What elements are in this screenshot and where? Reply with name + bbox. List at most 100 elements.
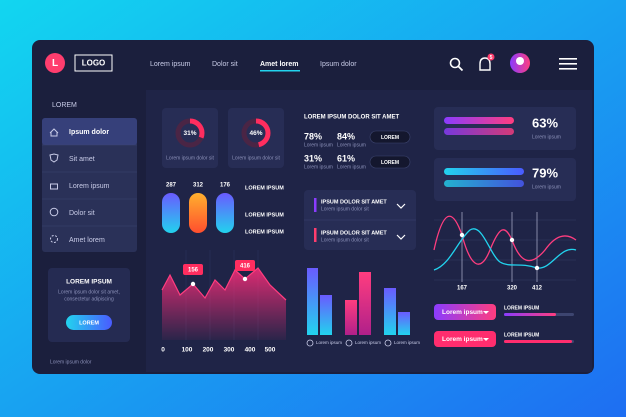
column-icon xyxy=(345,339,353,347)
stat-value: 31% xyxy=(304,153,322,163)
stat-label: Lorem ipsum xyxy=(337,164,366,170)
nav-link[interactable]: Lorem ipsum xyxy=(150,61,191,68)
menu-item[interactable]: Lorem ipsum xyxy=(69,183,110,190)
mini-bar xyxy=(504,340,572,343)
stat-label: Lorem ipsum xyxy=(304,142,333,148)
x-tick-label: 167 xyxy=(457,286,468,292)
donut-label: Lorem ipsum dolor sit xyxy=(166,155,214,161)
dropdown-button[interactable] xyxy=(434,304,496,320)
callout xyxy=(235,260,255,271)
avatar-head xyxy=(516,57,524,65)
chevron[interactable] xyxy=(396,234,406,240)
chart-line xyxy=(433,215,577,265)
stat-button[interactable] xyxy=(369,155,411,169)
stat-value: 61% xyxy=(337,153,355,163)
chart-line xyxy=(433,228,577,271)
menu-line xyxy=(559,58,577,60)
stat-label: Lorem ipsum xyxy=(304,164,333,170)
notification-count: 5 xyxy=(490,55,493,61)
donut-label: Lorem ipsum dolor sit xyxy=(232,155,280,161)
list-subtitle: Lorem ipsum dolor sit xyxy=(321,237,369,243)
list-title: IPSUM DOLOR SIT AMET xyxy=(321,230,387,236)
stat-value: 84% xyxy=(337,131,355,141)
promo-button-text: LOREM xyxy=(79,320,99,326)
dropdown-label: LOREM IPSUM xyxy=(504,332,539,338)
capsule-bar xyxy=(162,193,180,233)
column-icon xyxy=(306,339,314,347)
home-icon xyxy=(49,128,59,137)
capsule-bar xyxy=(216,193,234,233)
chart-point xyxy=(534,265,540,271)
bar-label: 176 xyxy=(220,183,231,189)
list-marker xyxy=(314,228,317,242)
progress-value: 79% xyxy=(532,165,558,180)
list-marker xyxy=(314,198,317,212)
callout-text: 416 xyxy=(240,264,251,270)
menu-item[interactable]: Sit amet xyxy=(69,156,95,163)
donut-arc xyxy=(175,118,205,148)
column-icon xyxy=(384,339,392,347)
logo-box xyxy=(74,54,113,72)
stat-button-text: LOREM xyxy=(381,135,399,141)
area-point xyxy=(190,281,196,287)
stat-label: Lorem ipsum xyxy=(337,142,366,148)
menu-icon[interactable] xyxy=(559,58,577,70)
progress-value: 63% xyxy=(532,115,558,130)
donut-arc xyxy=(241,118,271,148)
nav-link[interactable]: Dolor sit xyxy=(212,61,238,68)
column-label: Lorem ipsum xyxy=(394,340,420,345)
sidebar-footer: Lorem ipsum dolor xyxy=(50,359,92,365)
promo-button[interactable] xyxy=(66,315,112,330)
capsule-bar xyxy=(189,193,207,233)
progress-bar xyxy=(444,128,514,135)
bar-legend: LOREM IPSUM xyxy=(245,229,284,235)
coin-icon xyxy=(49,207,59,217)
menu-line xyxy=(559,68,577,70)
menu-item[interactable]: Amet lorem xyxy=(69,237,105,244)
bell-badge xyxy=(487,53,495,61)
dropdown-arrow xyxy=(483,338,489,341)
search-icon[interactable] xyxy=(449,57,464,72)
column-label: Lorem ipsum xyxy=(316,340,342,345)
dropdown-text: Lorem ipsum xyxy=(442,309,483,316)
x-tick-label: 320 xyxy=(507,286,518,292)
column xyxy=(307,268,318,335)
bell-icon[interactable] xyxy=(479,53,495,71)
nav-link[interactable]: Ipsum dolor xyxy=(320,61,357,68)
dropdown-arrow xyxy=(483,311,489,314)
callout-text: 156 xyxy=(188,268,199,274)
x-tick-label: 412 xyxy=(532,286,543,292)
promo-title: LOREM IPSUM xyxy=(66,279,112,286)
progress-bar xyxy=(444,180,524,187)
x-tick-label: 200 xyxy=(203,347,214,354)
column xyxy=(359,272,371,335)
x-tick-label: 400 xyxy=(245,347,256,354)
nav-underline xyxy=(260,70,300,72)
list-subtitle: Lorem ipsum dolor sit xyxy=(321,206,369,212)
x-tick-label: 500 xyxy=(265,347,276,354)
progress-label: Lorem ipsum xyxy=(532,184,561,190)
sidebar-heading: LOREM xyxy=(52,102,77,109)
logo-badge xyxy=(45,53,65,73)
column xyxy=(345,300,357,335)
logo-text: LOGO xyxy=(82,59,106,68)
donut-value: 46% xyxy=(249,130,262,137)
shield-icon xyxy=(49,153,59,163)
dropdown-label: LOREM IPSUM xyxy=(504,305,539,311)
bar-label: 312 xyxy=(193,183,204,189)
chevron[interactable] xyxy=(396,203,406,209)
menu-item[interactable]: Ipsum dolor xyxy=(69,129,109,136)
menu-item[interactable]: Dolor sit xyxy=(69,210,95,217)
stat-button-text: LOREM xyxy=(381,160,399,166)
stat-button[interactable] xyxy=(369,130,411,144)
column xyxy=(384,288,396,335)
menu-active xyxy=(42,118,137,145)
nav-link-active[interactable]: Amet lorem xyxy=(260,61,299,68)
dropdown-text: Lorem ipsum xyxy=(442,336,483,343)
x-tick-label: 100 xyxy=(182,347,193,354)
stat-value: 78% xyxy=(304,131,322,141)
dropdown-button[interactable] xyxy=(434,331,496,347)
column-label: Lorem ipsum xyxy=(355,340,381,345)
x-tick-label: 0 xyxy=(161,347,165,354)
